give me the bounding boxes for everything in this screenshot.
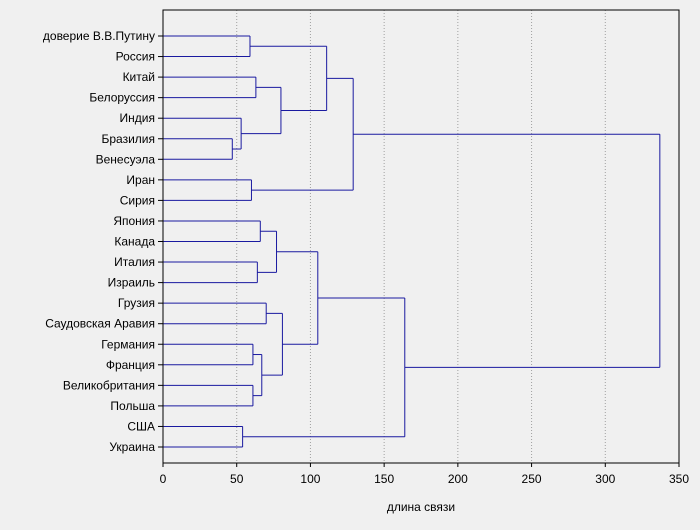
leaf-label: Китай — [123, 70, 155, 84]
x-axis-title: длина связи — [387, 500, 455, 514]
x-tick-label: 250 — [522, 472, 542, 486]
tick-layer: 0 50 100 150 200 250 300 350 — [160, 463, 689, 486]
leaf-label: Германия — [101, 337, 155, 351]
leaf-label: Канада — [114, 235, 155, 249]
x-tick-label: 300 — [595, 472, 615, 486]
plot-frame — [162, 9, 680, 464]
leaf-label: Япония — [113, 214, 155, 228]
leaf-label: Великобритания — [63, 378, 155, 392]
leaf-label: Грузия — [118, 296, 155, 310]
leaf-label: Белоруссия — [89, 91, 155, 105]
leaf-label: Украина — [109, 440, 155, 454]
leaf-label: Саудовская Аравия — [45, 317, 155, 331]
tree-layer — [163, 35, 661, 448]
leaf-label: США — [127, 419, 155, 433]
leaf-label: Франция — [106, 358, 155, 372]
leaf-label-layer: доверие В.В.Путину Россия Китай Белоруссия И… — [43, 29, 163, 454]
leaf-label: Россия — [116, 50, 155, 64]
x-tick-label: 350 — [669, 472, 689, 486]
x-tick-label: 150 — [374, 472, 394, 486]
leaf-label: Иран — [126, 173, 155, 187]
leaf-label: Израиль — [108, 276, 155, 290]
grid-layer — [236, 10, 606, 463]
leaf-label: Индия — [120, 111, 155, 125]
x-tick-label: 0 — [160, 472, 167, 486]
leaf-label: Бразилия — [102, 132, 156, 146]
x-tick-label: 100 — [300, 472, 320, 486]
leaf-label: доверие В.В.Путину — [43, 29, 155, 43]
leaf-label: Сирия — [120, 193, 155, 207]
leaf-label: Италия — [114, 255, 155, 269]
leaf-label: Польша — [110, 399, 155, 413]
x-tick-label: 50 — [230, 472, 244, 486]
leaf-label: Венесуэла — [96, 152, 156, 166]
x-tick-label: 200 — [448, 472, 468, 486]
